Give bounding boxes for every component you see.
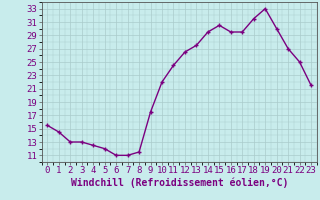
X-axis label: Windchill (Refroidissement éolien,°C): Windchill (Refroidissement éolien,°C) [70, 178, 288, 188]
